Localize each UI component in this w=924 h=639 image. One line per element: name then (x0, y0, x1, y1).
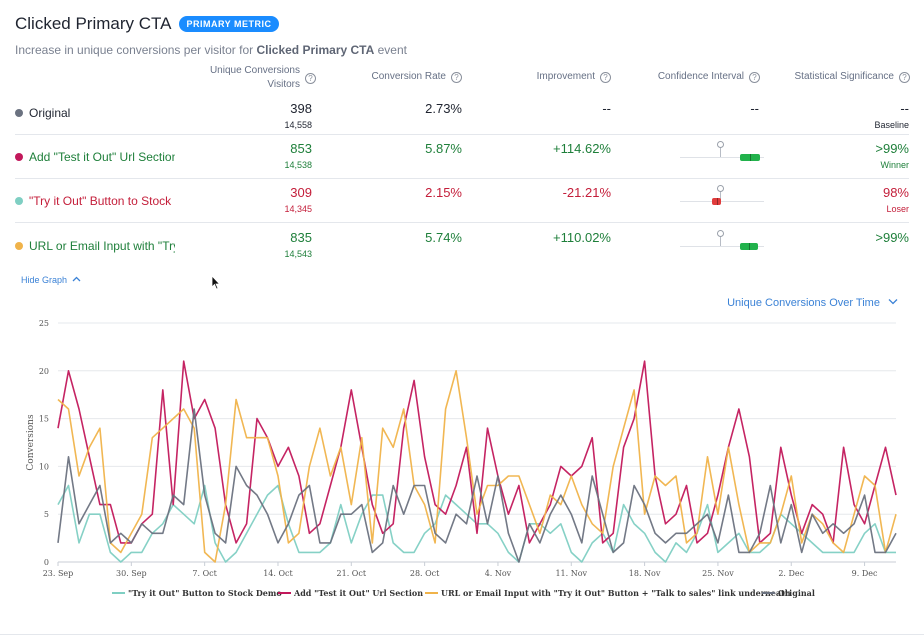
variation-color-dot (15, 242, 23, 250)
x-tick-label: 2. Dec (778, 569, 804, 578)
help-icon[interactable]: ? (600, 71, 611, 83)
confidence-interval-chart[interactable] (680, 141, 764, 164)
significance-cell: -- Baseline (825, 101, 909, 131)
y-tick-label: 20 (39, 367, 49, 376)
variation-name[interactable]: Original (15, 106, 175, 120)
status-badge: Baseline (874, 120, 909, 130)
series-line-0 (57, 484, 896, 563)
divider (0, 634, 924, 635)
confidence-interval-cell: -- (750, 101, 759, 116)
metric-subtitle: Increase in unique conversions per visit… (15, 43, 407, 57)
y-axis-label: Conversions (26, 414, 36, 471)
confidence-interval-bar (740, 154, 760, 161)
col-conversion-rate: Conversion Rate ? (350, 70, 462, 84)
x-tick-label: 4. Nov (485, 569, 512, 578)
significance-cell: >99% (875, 230, 909, 245)
status-badge: Winner (880, 160, 909, 170)
variation-color-dot (15, 153, 23, 161)
confidence-interval-chart[interactable] (680, 185, 764, 208)
table-row-original[interactable]: Original 398 14,558 2.73% -- -- -- Basel… (15, 91, 909, 135)
improvement-cell: +114.62% (553, 141, 611, 156)
col-confidence-interval: Confidence Interval ? (640, 70, 760, 84)
y-tick-label: 10 (39, 462, 49, 471)
y-tick-label: 5 (44, 510, 49, 519)
results-table-header: Unique Conversions Visitors ? Conversion … (0, 62, 924, 98)
col-unique-conversions: Unique Conversions Visitors ? (190, 64, 316, 92)
legend-item: Original (778, 588, 815, 598)
conversions-line-chart: 0 5 10 15 20 25 23. Sep 30. Sep 7. Oct 14. Oct 21.… (26, 319, 897, 598)
x-tick-label: 9. Dec (852, 569, 878, 578)
metric-title: Clicked Primary CTA (15, 14, 172, 33)
x-tick-label: 23. Sep (43, 569, 74, 578)
series-line-1 (57, 360, 897, 544)
improvement-cell: -21.21% (562, 185, 611, 200)
chevron-up-icon (72, 276, 81, 282)
variation-name[interactable]: "Try it Out" Button to Stock Demo (15, 194, 175, 208)
col-statistical-significance: Statistical Significance ? (770, 70, 910, 84)
x-tick-label: 30. Sep (116, 569, 147, 578)
confidence-interval-chart[interactable] (680, 230, 764, 253)
improvement-cell: -- (602, 101, 611, 116)
y-tick-label: 25 (39, 319, 49, 328)
x-tick-label: 7. Oct (192, 569, 217, 578)
table-row-variation-3[interactable]: URL or Email Input with "Try it Out" But… (15, 224, 909, 268)
conversion-rate-cell: 5.87% (425, 141, 462, 156)
primary-metric-badge: PRIMARY METRIC (179, 16, 279, 32)
variation-color-dot (15, 109, 23, 117)
metric-header: Clicked Primary CTA PRIMARY METRIC Incre… (15, 14, 407, 57)
conversions-cell: 309 14,345 (284, 185, 312, 214)
significance-cell: 98% Loser (825, 185, 909, 215)
variation-color-dot (15, 197, 23, 205)
series-line-2 (57, 369, 897, 563)
status-badge: Loser (886, 204, 909, 214)
hide-graph-toggle[interactable]: Hide Graph (21, 275, 81, 285)
legend-item: "Try it Out" Button to Stock Demo (128, 588, 282, 598)
conversions-cell: 398 14,558 (284, 101, 312, 130)
legend-item: URL or Email Input with "Try it Out" But… (441, 588, 791, 598)
mouse-cursor-icon (211, 275, 221, 290)
help-icon[interactable]: ? (451, 71, 462, 83)
help-icon[interactable]: ? (899, 71, 910, 83)
y-tick-label: 15 (39, 415, 49, 424)
conversion-rate-cell: 2.15% (425, 185, 462, 200)
chevron-down-icon (888, 299, 898, 305)
significance-cell: >99% Winner (825, 141, 909, 171)
conversions-cell: 853 14,538 (284, 141, 312, 170)
confidence-interval-bar (739, 243, 759, 250)
x-tick-label: 14. Oct (263, 569, 293, 578)
table-row-variation-1[interactable]: Add "Test it Out" Url Section 853 14,538… (15, 135, 909, 179)
help-icon[interactable]: ? (305, 72, 316, 84)
x-tick-label: 28. Oct (410, 569, 440, 578)
table-row-variation-2[interactable]: "Try it Out" Button to Stock Demo 309 14… (15, 179, 909, 223)
col-improvement: Improvement ? (500, 70, 611, 84)
y-tick-label: 0 (44, 558, 49, 567)
conversions-cell: 835 14,543 (284, 230, 312, 259)
variation-name[interactable]: URL or Email Input with "Try it Out" But… (15, 239, 175, 253)
conversion-rate-cell: 5.74% (425, 230, 462, 245)
conversion-rate-cell: 2.73% (425, 101, 462, 116)
confidence-interval-bar (711, 198, 722, 205)
chart-metric-selector[interactable]: Unique Conversions Over Time (727, 297, 898, 309)
x-tick-label: 11. Nov (555, 569, 587, 578)
variation-name[interactable]: Add "Test it Out" Url Section (15, 150, 175, 164)
help-icon[interactable]: ? (749, 71, 760, 83)
x-tick-label: 21. Oct (337, 569, 367, 578)
legend-item: Add "Test it Out" Url Section (293, 588, 423, 598)
series-line-3 (57, 408, 897, 563)
x-tick-label: 18. Nov (629, 569, 661, 578)
x-tick-label: 25. Nov (702, 569, 734, 578)
improvement-cell: +110.02% (553, 230, 611, 245)
